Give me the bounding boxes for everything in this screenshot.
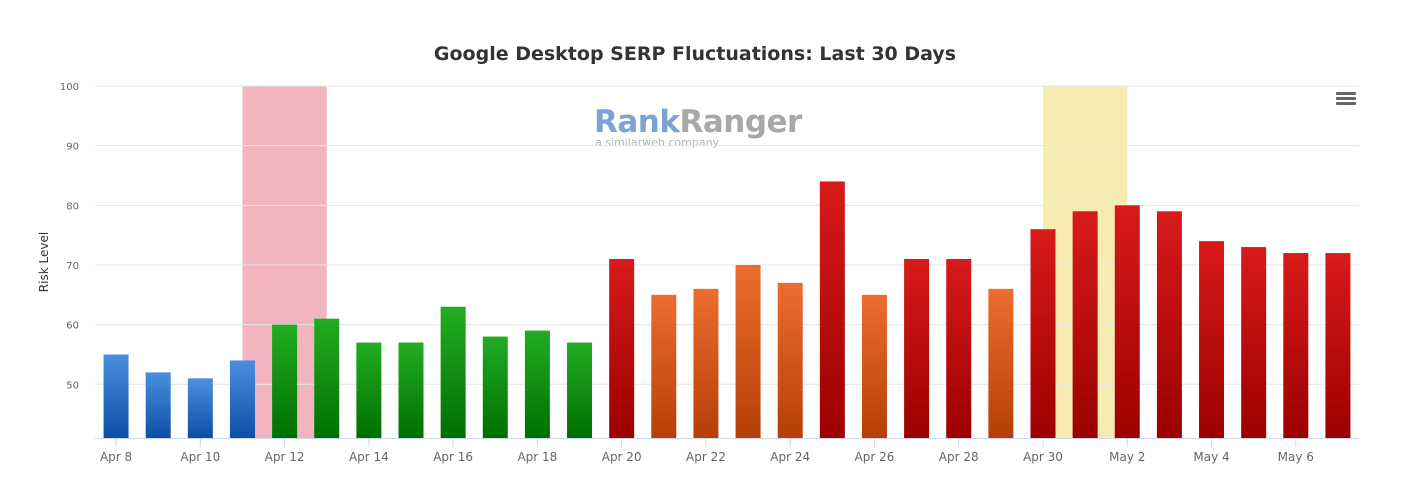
bar[interactable]: [229, 360, 255, 438]
y-tick-label: 50: [66, 380, 79, 391]
y-tick-label: 100: [60, 82, 79, 93]
x-tick-label: Apr 26: [855, 450, 895, 464]
x-tick-label: Apr 8: [100, 450, 132, 464]
y-axis-ticks: 50 60 70 80 90 100: [60, 82, 79, 391]
y-tick-label: 70: [66, 261, 79, 272]
bar[interactable]: [693, 288, 719, 438]
bar[interactable]: [356, 342, 382, 438]
grid-lines: [95, 85, 1359, 385]
bar[interactable]: [1156, 211, 1182, 438]
y-tick-label: 80: [66, 201, 79, 212]
bar[interactable]: [735, 264, 761, 438]
x-tick-label: May 6: [1278, 450, 1314, 464]
bar[interactable]: [524, 330, 550, 438]
x-tick-label: Apr 10: [180, 450, 220, 464]
x-tick-label: Apr 14: [349, 450, 389, 464]
chart-title: Google Desktop SERP Fluctuations: Last 3…: [433, 43, 957, 65]
bar[interactable]: [1199, 241, 1225, 438]
bar[interactable]: [1325, 253, 1351, 438]
x-axis: Apr 8 Apr 10 Apr 12 Apr 14 Apr 16 Apr 18 Apr 2…: [95, 438, 1359, 464]
bar[interactable]: [103, 354, 129, 438]
bar[interactable]: [819, 181, 845, 438]
bar[interactable]: [946, 259, 972, 438]
watermark-brand-name: RankRanger: [594, 105, 802, 139]
bar[interactable]: [187, 378, 213, 438]
bar[interactable]: [567, 342, 593, 438]
bar[interactable]: [651, 294, 677, 438]
chart-menu-icon[interactable]: [1336, 92, 1356, 108]
x-tick-label: Apr 12: [265, 450, 305, 464]
x-tick-label: Apr 16: [433, 450, 473, 464]
x-tick-label: Apr 28: [939, 450, 979, 464]
bar[interactable]: [272, 324, 298, 438]
bar[interactable]: [1072, 211, 1098, 438]
watermark-brand-second: Ranger: [679, 104, 802, 140]
bar[interactable]: [145, 372, 171, 438]
rankranger-watermark-logo: RankRanger a similarweb company: [594, 105, 802, 149]
bar[interactable]: [1114, 205, 1140, 438]
bar[interactable]: [777, 282, 803, 438]
bar[interactable]: [482, 336, 508, 438]
x-tick-label: Apr 20: [602, 450, 642, 464]
bar[interactable]: [1283, 253, 1309, 438]
bar[interactable]: [1241, 247, 1267, 438]
bars: [103, 181, 1351, 438]
bar[interactable]: [440, 306, 466, 438]
y-tick-label: 90: [66, 142, 79, 153]
bar[interactable]: [904, 259, 930, 438]
bar[interactable]: [609, 259, 635, 438]
x-tick-label: Apr 30: [1023, 450, 1063, 464]
watermark-brand-first: Rank: [594, 104, 680, 140]
bar[interactable]: [1030, 229, 1056, 438]
bar[interactable]: [988, 288, 1014, 438]
bar[interactable]: [398, 342, 424, 438]
x-tick-label: Apr 18: [517, 450, 557, 464]
x-tick-label: Apr 24: [770, 450, 810, 464]
bar[interactable]: [861, 294, 887, 438]
x-tick-label: May 2: [1109, 450, 1145, 464]
x-tick-label: May 4: [1193, 450, 1229, 464]
bar[interactable]: [314, 318, 340, 438]
y-tick-label: 60: [66, 321, 79, 332]
x-tick-label: Apr 22: [686, 450, 726, 464]
